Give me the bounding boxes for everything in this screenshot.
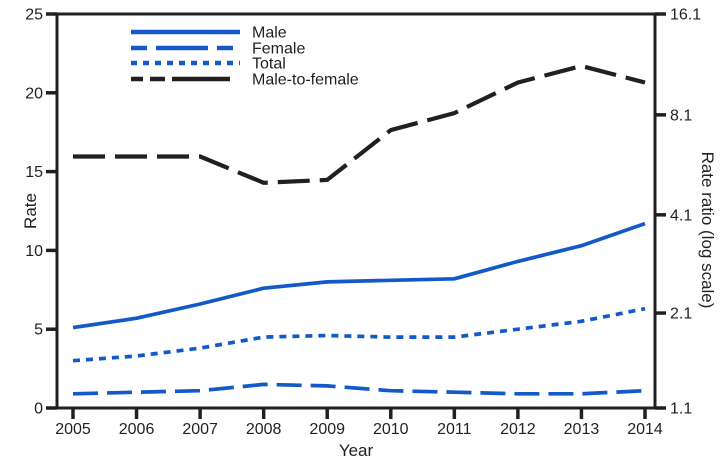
series-line-male — [72, 221, 646, 330]
y-right-tick-label: 4.1 — [670, 207, 692, 224]
y-left-tick-label: 0 — [34, 401, 43, 418]
x-tick-label: 2007 — [182, 421, 218, 438]
plot-border — [55, 12, 657, 410]
series-line-female — [72, 382, 646, 396]
legend-label-total: Total — [252, 56, 286, 73]
y-left-tick-label: 25 — [25, 7, 43, 24]
series-line-male-to-female — [73, 63, 646, 185]
y-left-tick-label: 10 — [25, 243, 43, 260]
x-axis-title: Year — [339, 441, 374, 460]
x-tick-label: 2012 — [500, 421, 536, 438]
y-left-tick-label: 15 — [25, 164, 43, 181]
y-axis-title-right: Rate ratio (log scale) — [698, 152, 717, 309]
plot-area: 0 5 10 15 20 25 1.1 2.1 4.1 8.1 16.1 2005 2006 2007 20… — [25, 7, 701, 439]
x-tick-label: 2010 — [373, 421, 409, 438]
y-left-tick-label: 5 — [34, 322, 43, 339]
y-right-tick-label: 8.1 — [670, 107, 692, 124]
x-tick-label: 2013 — [564, 421, 600, 438]
y-axis-title-left: Rate — [21, 193, 40, 229]
x-tick-label: 2011 — [437, 421, 472, 438]
x-tick-label: 2006 — [119, 421, 155, 438]
x-tick-label: 2005 — [55, 421, 91, 438]
y-left-tick-label: 20 — [25, 85, 43, 102]
legend-label-male-to-female: Male-to-female — [252, 72, 359, 89]
y-right-tick-label: 1.1 — [670, 401, 692, 418]
legend-label-male: Male — [252, 25, 287, 42]
legend-label-female: Female — [252, 41, 305, 58]
y-right-tick-label: 2.1 — [670, 306, 692, 323]
x-tick-label: 2009 — [309, 421, 345, 438]
y-right-tick-label: 16.1 — [670, 7, 701, 24]
x-tick-label: 2014 — [627, 421, 663, 438]
x-tick-label: 2008 — [246, 421, 282, 438]
series-line-total — [72, 306, 646, 363]
